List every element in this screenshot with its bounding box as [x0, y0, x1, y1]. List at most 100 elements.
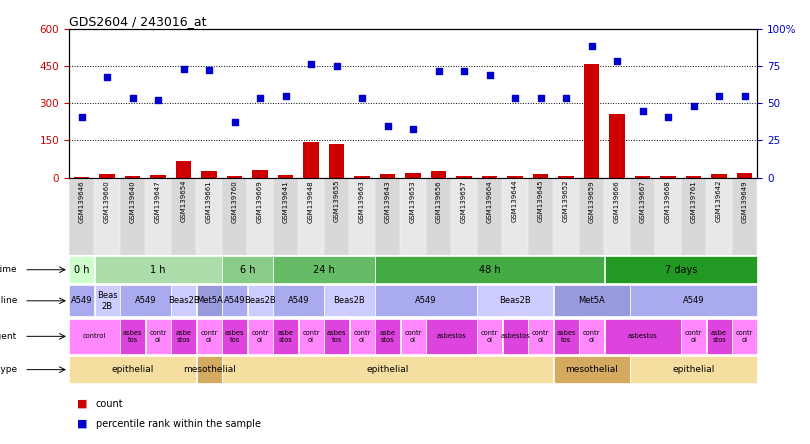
Bar	[375, 256, 604, 283]
Text: A549: A549	[415, 296, 437, 305]
Point	[228, 118, 241, 125]
Bar	[457, 176, 471, 178]
Text: contr
ol: contr ol	[404, 330, 422, 343]
Bar	[273, 256, 374, 283]
Text: Beas2B: Beas2B	[168, 296, 199, 305]
Text: contr
ol: contr ol	[583, 330, 600, 343]
Bar	[558, 176, 573, 178]
Bar	[74, 177, 89, 178]
Text: asbe
stos: asbe stos	[176, 330, 192, 343]
Point	[330, 63, 343, 70]
Point	[534, 95, 547, 102]
Text: asbe
stos: asbe stos	[380, 330, 395, 343]
Bar	[630, 285, 757, 317]
Text: agent: agent	[0, 332, 17, 341]
Text: epithelial: epithelial	[112, 365, 154, 374]
Text: time: time	[0, 265, 17, 274]
Bar	[584, 63, 599, 178]
Bar	[273, 285, 324, 317]
Text: epithelial: epithelial	[672, 365, 714, 374]
Bar	[222, 319, 247, 354]
Bar	[145, 178, 171, 255]
Point	[126, 95, 139, 102]
Bar	[171, 178, 196, 255]
Text: asbes
tos: asbes tos	[327, 330, 347, 343]
Bar	[604, 319, 680, 354]
Text: cell line: cell line	[0, 296, 17, 305]
Text: asbestos: asbestos	[437, 333, 467, 339]
Bar	[426, 319, 476, 354]
Text: 0 h: 0 h	[74, 265, 89, 275]
Text: GSM139659: GSM139659	[589, 180, 595, 222]
Bar	[222, 256, 273, 283]
Bar	[350, 319, 374, 354]
Bar	[553, 285, 629, 317]
Bar	[120, 285, 171, 317]
Bar	[278, 174, 293, 178]
Text: contr
ol: contr ol	[302, 330, 320, 343]
Text: cell type: cell type	[0, 365, 17, 374]
Point	[738, 92, 751, 99]
Text: A549: A549	[683, 296, 705, 305]
Text: GSM139644: GSM139644	[512, 180, 518, 222]
Bar	[355, 176, 369, 178]
Bar	[202, 171, 217, 178]
Text: Met5A: Met5A	[196, 296, 223, 305]
Bar	[324, 319, 349, 354]
Text: epithelial: epithelial	[366, 365, 409, 374]
Text: contr
ol: contr ol	[532, 330, 549, 343]
Text: asbe
stos: asbe stos	[711, 330, 727, 343]
Point	[611, 58, 624, 65]
Bar	[69, 285, 94, 317]
Point	[560, 95, 573, 102]
Bar	[630, 178, 655, 255]
Bar	[737, 173, 752, 178]
Bar	[477, 178, 502, 255]
Bar	[146, 319, 171, 354]
Bar	[304, 142, 319, 178]
Point	[687, 102, 700, 109]
Point	[662, 113, 675, 120]
Text: GSM139641: GSM139641	[283, 180, 288, 222]
Bar	[125, 176, 140, 178]
Text: percentile rank within the sample: percentile rank within the sample	[96, 419, 261, 429]
Text: count: count	[96, 399, 123, 409]
Text: GSM139669: GSM139669	[257, 180, 263, 223]
Bar	[380, 174, 395, 178]
Bar	[655, 178, 681, 255]
Bar	[196, 178, 222, 255]
Text: contr
ol: contr ol	[251, 330, 269, 343]
Text: Beas2B: Beas2B	[245, 296, 276, 305]
Text: GSM139663: GSM139663	[359, 180, 365, 223]
Bar	[426, 178, 451, 255]
Bar	[273, 178, 298, 255]
Bar	[375, 285, 476, 317]
Bar	[120, 319, 145, 354]
Text: 7 days: 7 days	[665, 265, 697, 275]
Bar	[579, 319, 604, 354]
Text: asbe
stos: asbe stos	[278, 330, 293, 343]
Text: asbes
tos: asbes tos	[123, 330, 143, 343]
Bar	[349, 178, 375, 255]
Text: GSM139657: GSM139657	[461, 180, 467, 222]
Point	[202, 66, 215, 73]
Bar	[94, 178, 120, 255]
Bar	[477, 285, 553, 317]
Bar	[732, 178, 757, 255]
Text: Met5A: Met5A	[578, 296, 605, 305]
Text: 24 h: 24 h	[313, 265, 335, 275]
Bar	[660, 176, 676, 178]
Point	[585, 43, 598, 50]
Bar	[482, 176, 497, 178]
Bar	[324, 285, 374, 317]
Bar	[579, 178, 604, 255]
Text: GSM139652: GSM139652	[563, 180, 569, 222]
Bar	[477, 319, 502, 354]
Text: GSM139647: GSM139647	[155, 180, 161, 222]
Point	[177, 65, 190, 72]
Text: GSM139660: GSM139660	[104, 180, 110, 223]
Bar	[324, 178, 349, 255]
Point	[636, 107, 649, 114]
Bar	[375, 178, 400, 255]
Bar	[151, 175, 166, 178]
